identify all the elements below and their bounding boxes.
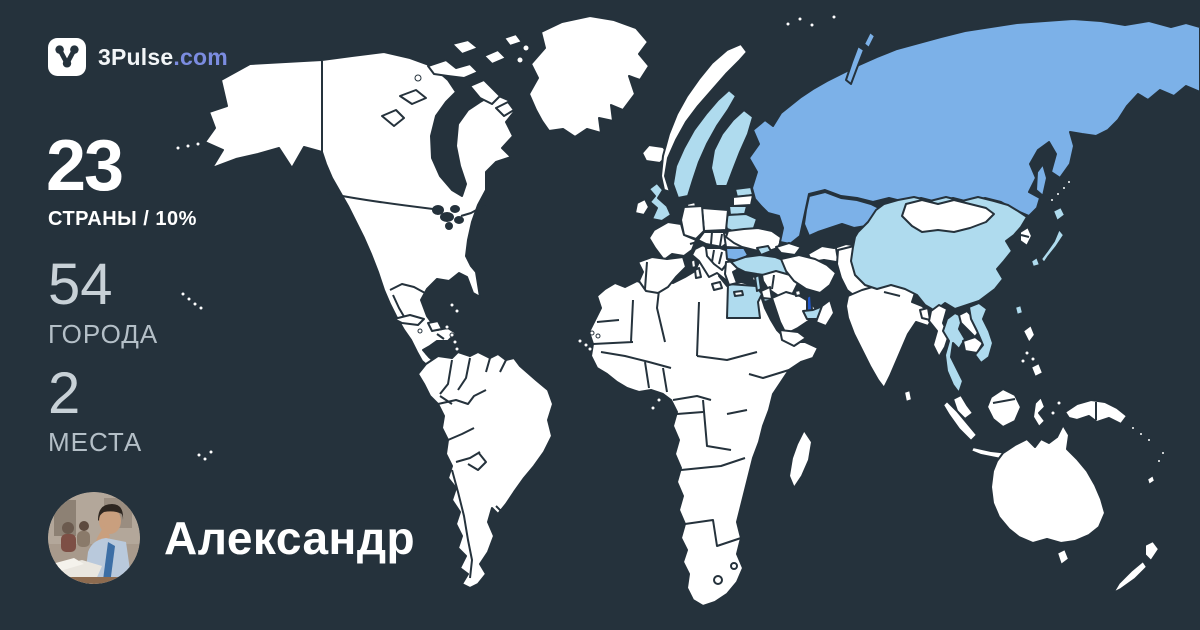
brand-wordmark: 3Pulse.com — [98, 44, 228, 71]
country-united-kingdom — [648, 182, 672, 222]
country-australia — [990, 424, 1106, 544]
pacific-islands — [175, 131, 249, 462]
country-madagascar — [788, 429, 813, 489]
pulse-logo-icon — [48, 38, 86, 76]
brand-logo[interactable]: 3Pulse.com — [48, 38, 228, 76]
country-iran — [780, 254, 837, 294]
country-thailand — [942, 312, 966, 394]
region-indonesia — [942, 388, 1062, 464]
country-myanmar — [928, 304, 950, 358]
countries-count: 23 — [46, 126, 124, 206]
caribbean-islands — [393, 302, 460, 352]
country-france — [648, 221, 697, 261]
country-mongolia — [901, 199, 995, 233]
country-ireland — [634, 198, 650, 216]
country-philippines — [1020, 324, 1044, 378]
avatar[interactable] — [48, 492, 140, 584]
country-israel — [754, 274, 762, 292]
island-sakhalin — [1035, 163, 1048, 197]
brand-name: 3Pulse — [98, 43, 174, 70]
country-alaska — [204, 59, 323, 169]
country-new-zealand — [1112, 540, 1160, 594]
region-north-america — [321, 51, 515, 368]
country-vietnam — [968, 302, 994, 364]
countries-label: СТРАНЫ / 10% — [48, 208, 197, 230]
cities-count: 54 — [48, 252, 113, 317]
country-latvia — [732, 194, 754, 207]
user-name: Александр — [164, 512, 416, 564]
places-label: МЕСТА — [48, 427, 143, 457]
country-yemen — [779, 329, 807, 347]
country-japan — [1030, 206, 1066, 268]
country-taiwan — [1014, 304, 1024, 316]
region-iberia — [637, 256, 687, 294]
country-oman — [815, 299, 835, 327]
arctic-islands — [381, 33, 530, 127]
user-profile: Александр — [48, 492, 415, 584]
country-poland — [701, 207, 729, 232]
country-norway — [660, 43, 748, 193]
country-kazakhstan — [803, 191, 880, 237]
country-jordan — [760, 286, 773, 300]
region-south-america — [417, 351, 554, 589]
island-tasmania — [1056, 548, 1070, 566]
country-sweden — [672, 89, 737, 199]
country-china — [850, 196, 1028, 312]
places-count: 2 — [48, 361, 81, 426]
country-finland — [710, 109, 754, 187]
region-caucasus — [775, 242, 802, 256]
brand-tld: .com — [173, 43, 228, 70]
country-greenland — [528, 15, 650, 138]
region-crimea — [756, 245, 772, 256]
cities-label: ГОРОДА — [48, 319, 159, 349]
